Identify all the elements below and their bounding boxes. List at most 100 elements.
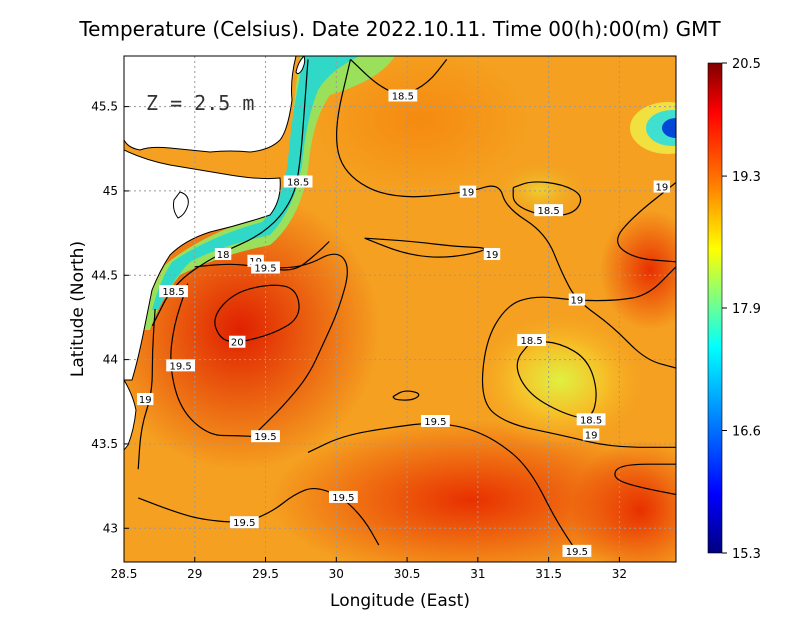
contour-label: 19: [571, 296, 584, 307]
contour-label: 19: [462, 188, 475, 199]
contour-label-bg: [328, 490, 358, 503]
cool-patch-northeast: [490, 160, 590, 220]
contour-line-18-5: [512, 181, 582, 217]
land-west: [124, 149, 281, 381]
contour-label: 18.5: [162, 287, 184, 298]
contour-label-bg: [420, 415, 450, 428]
warm-core-east: [600, 210, 676, 330]
grid-lines: [124, 56, 676, 562]
y-tick-label: 44.5: [91, 268, 118, 282]
contour-label: 18.5: [287, 178, 309, 189]
x-tick-label: 31.5: [535, 567, 562, 581]
warm-patch-north: [310, 56, 530, 190]
y-tick-label: 43: [103, 521, 118, 535]
contour-label: 18: [217, 250, 230, 261]
contour-line-19-5: [307, 422, 578, 553]
warm-core-southeast: [570, 440, 676, 562]
contour-label: 19.5: [332, 493, 354, 504]
depth-label: Z = 2.5 m: [146, 91, 254, 115]
contour-label: 19: [139, 395, 152, 406]
contour-label-bg: [214, 248, 232, 261]
contour-label-bg: [251, 430, 280, 443]
x-tick-label: 30.5: [394, 567, 421, 581]
land-southwest: [124, 379, 137, 451]
contour-label-bg: [534, 204, 564, 217]
contour-label-bg: [483, 248, 501, 261]
contour-label-bg: [251, 261, 280, 274]
contour-line-19: [364, 237, 485, 258]
island-small: [173, 191, 189, 219]
contour-label-bg: [247, 254, 264, 267]
contour-label: 19: [486, 250, 499, 261]
contour-label-bg: [159, 285, 188, 298]
contour-line-19: [481, 266, 676, 448]
colorbar-tick-label: 20.5: [732, 57, 761, 72]
contour-label: 18.5: [520, 336, 542, 347]
contour-label-bg: [576, 413, 606, 426]
warm-core-south: [270, 420, 670, 562]
colorbar-ticks: 20.5 19.3 17.9 16.6 15.3: [722, 57, 761, 562]
contour-label: 20: [231, 338, 244, 349]
land-north: [124, 56, 297, 153]
contour-label-bg: [459, 185, 477, 198]
ne-eddy-core: [662, 118, 676, 138]
contour-label-bg: [388, 89, 418, 102]
cool-patch-east: [470, 310, 650, 450]
contour-label-bg: [568, 293, 586, 306]
y-tick-label: 44: [103, 353, 118, 367]
coastal-cold-core: [152, 56, 360, 310]
x-axis-label: Longitude (East): [330, 591, 470, 611]
contour-label-bg: [166, 359, 196, 372]
contour-label-bg: [229, 335, 246, 348]
contour-line-19: [137, 308, 156, 470]
x-tick-label: 30: [329, 567, 344, 581]
contour-line-19-5: [392, 390, 420, 401]
contour-line-20: [214, 284, 300, 344]
coastal-cold-band: [140, 56, 395, 330]
colorbar-tick-label: 17.9: [732, 302, 761, 317]
contour-label: 19: [655, 183, 668, 194]
y-tick-label: 43.5: [91, 437, 118, 451]
plot-area: 18.5 18.5 19 18.5 19 18 19 19.5 19 18.5 20 19 18.5 19…: [124, 56, 676, 562]
y-axis-ticks: 43 43.5 44 44.5 45 45.5: [91, 100, 129, 535]
contour-label: 19.5: [233, 518, 255, 529]
colorbar-tick-label: 19.3: [732, 170, 761, 185]
x-tick-label: 28.5: [111, 567, 138, 581]
x-tick-label: 29.5: [252, 567, 279, 581]
contour-line-19: [336, 59, 676, 369]
contour-label: 19.5: [424, 417, 446, 428]
contour-label-bg: [229, 516, 259, 529]
contour-label-bg: [137, 393, 154, 406]
contour-label: 19.5: [254, 264, 276, 275]
y-tick-label: 45.5: [91, 100, 118, 114]
x-tick-label: 29: [187, 567, 202, 581]
y-tick-label: 45: [103, 184, 118, 198]
contour-line-19-5: [258, 253, 348, 431]
y-axis-label: Latitude (North): [68, 241, 88, 377]
contour-label: 18.5: [537, 206, 559, 217]
colorbar-tick-label: 16.6: [732, 425, 761, 440]
contour-label: 19.5: [169, 361, 191, 372]
contour-label: 19.5: [566, 547, 588, 558]
contour-label: 18.5: [580, 415, 602, 426]
contour-label: 18.5: [392, 91, 414, 102]
ne-eddy-middle: [646, 110, 676, 146]
contour-line-18-5: [151, 59, 309, 327]
colorbar-tick-label: 15.3: [732, 547, 761, 562]
contour-label: 19: [585, 431, 598, 442]
x-tick-label: 32: [612, 567, 627, 581]
contour-line-19-5: [170, 283, 266, 438]
contour-line-19-5: [614, 463, 676, 496]
contour-labels: 18.5 18.5 19 18.5 19 18 19 19.5 19 18.5 20 19 18.5 19…: [137, 89, 671, 558]
contour-label-bg: [283, 175, 313, 188]
x-axis-ticks: 28.5 29 29.5 30 30.5 31 31.5 32: [111, 557, 627, 581]
contour-label-bg: [517, 334, 547, 347]
plot-frame: [123, 55, 677, 563]
contour-label-bg: [562, 544, 592, 557]
contour-lines: [137, 58, 676, 553]
contour-label-bg: [653, 180, 671, 193]
chart-title: Temperature (Celsius). Date 2022.10.11. …: [78, 17, 721, 41]
contour-label-bg: [582, 428, 600, 441]
